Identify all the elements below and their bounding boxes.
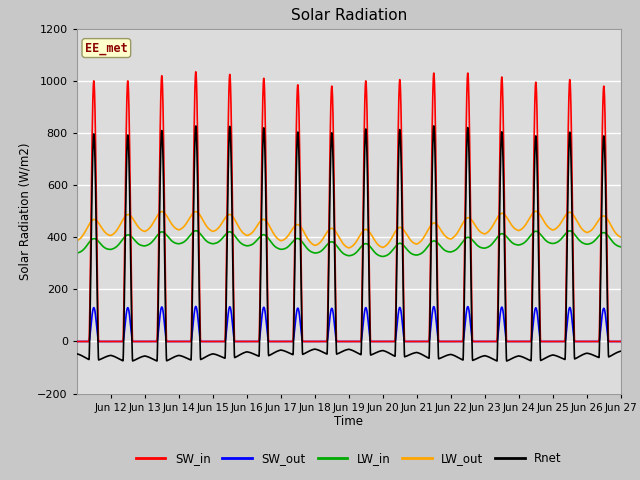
- LW_out: [369, 235, 377, 240]
- Text: EE_met: EE_met: [85, 42, 128, 55]
- SW_in: [525, 338, 532, 344]
- Line: Rnet: Rnet: [77, 126, 621, 361]
- LW_out: [539, 216, 547, 222]
- SW_in: [192, 69, 200, 75]
- SW_in: [617, 338, 625, 344]
- LW_in: [498, 231, 506, 237]
- Rnet: [617, 348, 625, 354]
- Rnet: [503, 358, 511, 364]
- SW_out: [539, 338, 547, 344]
- Rnet: [73, 351, 81, 357]
- LW_in: [186, 233, 193, 239]
- Y-axis label: Solar Radiation (W/m2): Solar Radiation (W/m2): [19, 143, 32, 280]
- LW_in: [398, 241, 406, 247]
- LW_out: [398, 225, 406, 231]
- Line: LW_in: LW_in: [77, 231, 621, 256]
- Line: SW_in: SW_in: [77, 72, 621, 341]
- Line: SW_out: SW_out: [77, 306, 621, 341]
- SW_in: [498, 74, 506, 80]
- LW_in: [617, 244, 625, 250]
- SW_out: [186, 338, 193, 344]
- SW_out: [498, 304, 506, 310]
- Rnet: [430, 123, 438, 129]
- SW_out: [73, 338, 81, 344]
- Rnet: [186, 357, 193, 362]
- LW_out: [186, 215, 193, 221]
- SW_out: [525, 338, 532, 344]
- Rnet: [498, 129, 506, 135]
- LW_in: [539, 234, 547, 240]
- Rnet: [369, 351, 376, 357]
- LW_out: [617, 234, 625, 240]
- SW_in: [73, 338, 81, 344]
- LW_out: [498, 210, 506, 216]
- LW_out: [532, 208, 540, 214]
- SW_out: [369, 338, 377, 344]
- SW_out: [398, 317, 406, 323]
- SW_in: [539, 338, 547, 344]
- SW_out: [192, 303, 200, 309]
- SW_out: [617, 338, 625, 344]
- X-axis label: Time: Time: [334, 415, 364, 429]
- Title: Solar Radiation: Solar Radiation: [291, 9, 407, 24]
- LW_out: [345, 245, 353, 251]
- Rnet: [525, 357, 532, 363]
- Line: LW_out: LW_out: [77, 211, 621, 248]
- LW_in: [525, 235, 532, 241]
- Rnet: [539, 357, 547, 362]
- SW_in: [398, 172, 406, 178]
- LW_out: [73, 238, 81, 244]
- SW_in: [369, 338, 377, 344]
- LW_in: [73, 250, 81, 256]
- LW_in: [379, 253, 387, 259]
- LW_out: [525, 217, 532, 223]
- LW_in: [192, 228, 200, 234]
- Legend: SW_in, SW_out, LW_in, LW_out, Rnet: SW_in, SW_out, LW_in, LW_out, Rnet: [131, 447, 566, 469]
- LW_in: [369, 247, 377, 253]
- Rnet: [398, 202, 406, 208]
- SW_in: [186, 338, 193, 344]
